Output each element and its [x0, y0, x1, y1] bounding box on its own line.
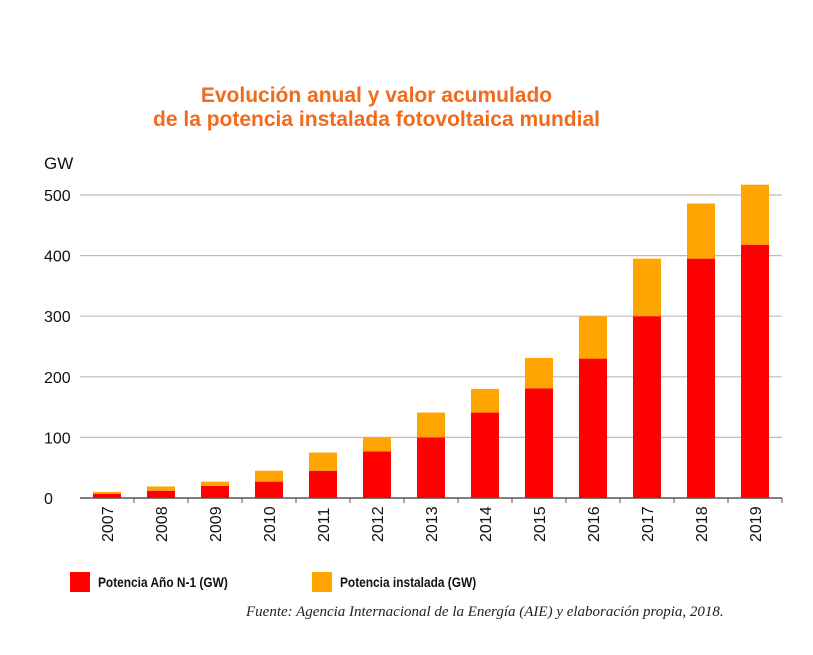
bar-potencia-ano-n-1-2019: [741, 244, 769, 498]
bar-potencia-ano-n-1-2016: [579, 358, 607, 498]
x-tick-label-2015: 2015: [532, 506, 549, 542]
bar-potencia-ano-n-1-2015: [525, 388, 553, 498]
bar-potencia-instalada-2019: [741, 184, 769, 245]
y-axis-unit-label: GW: [44, 154, 74, 173]
x-tick-label-2011: 2011: [316, 507, 333, 542]
x-tick-label-2009: 2009: [208, 506, 225, 542]
x-tick-label-2016: 2016: [586, 506, 603, 542]
bar-potencia-instalada-2013: [417, 412, 445, 438]
bar-potencia-ano-n-1-2011: [309, 470, 337, 498]
bar-potencia-ano-n-1-2010: [255, 481, 283, 498]
bar-potencia-ano-n-1-2012: [363, 451, 391, 498]
bar-potencia-instalada-2017: [633, 258, 661, 317]
x-tick-label-2017: 2017: [640, 506, 657, 542]
bar-potencia-ano-n-1-2018: [687, 258, 715, 498]
x-tick-label-2007: 2007: [100, 506, 117, 542]
bar-potencia-instalada-2014: [471, 388, 499, 413]
bar-potencia-ano-n-1-2013: [417, 437, 445, 498]
x-tick-label-2008: 2008: [154, 506, 171, 542]
bar-potencia-ano-n-1-2014: [471, 412, 499, 498]
y-tick-label-100: 100: [44, 430, 71, 447]
bar-chart-svg: 0 100 200 300 400 500 2007 2008 2009 2010 2011 2012…: [44, 184, 783, 542]
legend-swatch-orange: [312, 572, 332, 592]
x-tick-label-2012: 2012: [370, 506, 387, 542]
bar-potencia-ano-n-1-2008: [147, 490, 175, 498]
bar-potencia-instalada-2011: [309, 452, 337, 471]
bar-potencia-instalada-2016: [579, 316, 607, 359]
bar-potencia-ano-n-1-2009: [201, 485, 229, 498]
bar-potencia-instalada-2007: [93, 491, 121, 494]
legend-label-potencia-instalada: Potencia instalada (GW): [340, 574, 477, 590]
source-note: Fuente: Agencia Internacional de la Ener…: [246, 604, 724, 620]
legend-item-potencia-instalada: Potencia instalada (GW): [312, 572, 500, 592]
bar-potencia-instalada-2015: [525, 358, 553, 389]
chart-title-line-2: de la potencia instalada fotovoltaica mu…: [153, 108, 600, 131]
legend-label-potencia-ano-n-1: Potencia Año N-1 (GW): [98, 574, 228, 590]
x-tick-label-2010: 2010: [262, 506, 279, 542]
bar-potencia-ano-n-1-2017: [633, 316, 661, 498]
x-tick-label-2013: 2013: [424, 506, 441, 542]
legend-item-potencia-ano-n-1: Potencia Año N-1 (GW): [70, 572, 251, 592]
x-tick-label-2018: 2018: [694, 506, 711, 542]
bar-potencia-ano-n-1-2007: [93, 493, 121, 498]
bar-potencia-instalada-2009: [201, 481, 229, 486]
y-tick-label-0: 0: [44, 491, 53, 508]
bar-potencia-instalada-2018: [687, 203, 715, 259]
bar-potencia-instalada-2010: [255, 470, 283, 482]
y-tick-label-300: 300: [44, 309, 71, 326]
bar-potencia-instalada-2008: [147, 486, 175, 491]
y-tick-label-400: 400: [44, 249, 71, 266]
bar-potencia-instalada-2012: [363, 437, 391, 452]
y-tick-label-200: 200: [44, 370, 71, 387]
chart-title-line-1: Evolución anual y valor acumulado: [200, 84, 553, 107]
x-tick-label-2019: 2019: [748, 506, 765, 542]
legend-swatch-red: [70, 572, 90, 592]
y-tick-label-500: 500: [44, 188, 71, 205]
x-tick-label-2014: 2014: [478, 506, 495, 542]
